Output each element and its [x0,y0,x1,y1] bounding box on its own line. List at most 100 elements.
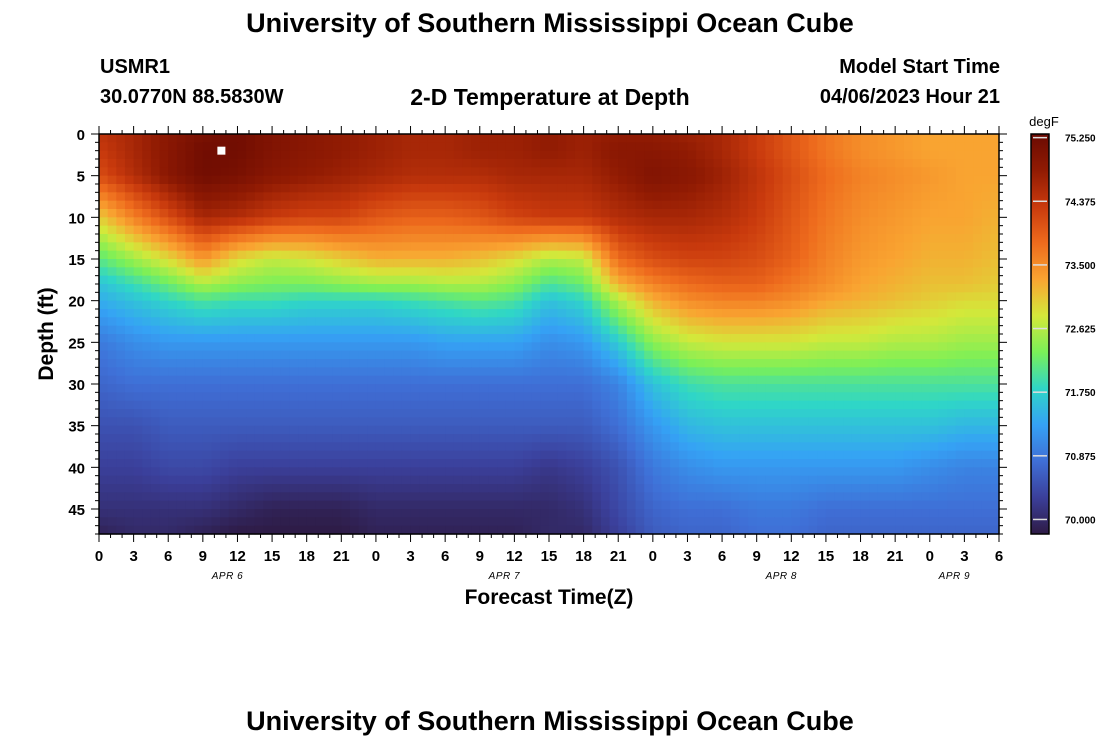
heatmap-cell [791,384,801,393]
heatmap-cell [600,442,611,452]
heatmap-cell [592,325,602,335]
heatmap-cell [349,134,360,143]
heatmap-cell [306,309,316,318]
heatmap-cell [445,225,455,235]
heatmap-cell [799,275,810,285]
heatmap-cell [947,250,957,260]
heatmap-cell [116,217,126,227]
heatmap-cell [349,392,360,402]
heatmap-cell [462,259,472,268]
heatmap-cell [912,284,922,293]
heatmap-cell [618,192,628,202]
heatmap-cell [583,242,593,252]
heatmap-cell [237,400,247,410]
heatmap-cell [168,375,178,385]
heatmap-cell [791,450,801,460]
heatmap-cell [462,525,472,535]
heatmap-cell [722,409,732,418]
heatmap-cell [228,500,239,510]
heatmap-cell [791,175,801,185]
heatmap-cell [592,467,602,477]
heatmap-cell [116,267,126,277]
heatmap-cell [280,375,290,385]
heatmap-cell [877,425,888,435]
heatmap-cell [185,292,195,302]
heatmap-cell [367,200,377,210]
heatmap-cell [176,409,187,418]
heatmap-cell [358,359,368,368]
heatmap-cell [220,475,230,485]
heatmap-cell [825,175,836,185]
heatmap-cell [609,417,619,427]
heatmap-cell [869,450,879,460]
heatmap-cell [315,375,325,385]
heatmap-cell [886,267,896,277]
heatmap-cell [929,275,940,285]
heatmap-cell [990,459,1000,468]
heatmap-cell [851,484,862,493]
heatmap-cell [436,334,446,343]
heatmap-cell [574,509,585,518]
heatmap-cell [921,425,931,435]
heatmap-cell [194,359,204,368]
heatmap-cell [687,250,697,260]
heatmap-cell [869,367,879,377]
heatmap-cell [237,434,247,443]
heatmap-cell [791,192,801,202]
heatmap-cell [375,467,386,477]
heatmap-cell [730,134,740,143]
heatmap-cell [497,492,507,502]
heatmap-cell [419,259,429,268]
heatmap-cell [782,484,792,493]
heatmap-cell [730,492,740,502]
heatmap-cell [514,325,524,335]
heatmap-cell [670,142,680,152]
heatmap-cell [687,492,697,502]
heatmap-cell [825,367,836,377]
heatmap-cell [263,384,273,393]
heatmap-cell [592,184,602,193]
heatmap-cell [228,267,239,277]
heatmap-cell [557,259,567,268]
heatmap-cell [142,150,152,160]
heatmap-cell [341,492,351,502]
heatmap-cell [272,250,282,260]
heatmap-cell [410,517,420,527]
heatmap-cell [964,417,974,427]
heatmap-cell [938,425,948,435]
heatmap-cell [367,350,377,360]
heatmap-cell [739,434,749,443]
heatmap-cell [765,434,775,443]
heatmap-cell [808,184,818,193]
heatmap-cell [419,475,429,485]
heatmap-cell [947,475,957,485]
heatmap-cell [237,275,247,285]
heatmap-cell [549,434,559,443]
heatmap-cell [367,225,377,235]
heatmap-cell [341,167,351,177]
heatmap-cell [678,400,689,410]
heatmap-cell [194,334,204,343]
heatmap-cell [973,500,983,510]
heatmap-cell [722,492,732,502]
heatmap-cell [116,384,126,393]
heatmap-cell [202,500,213,510]
heatmap-cell [237,392,247,402]
heatmap-cell [626,350,637,360]
heatmap-cell [877,434,888,443]
heatmap-cell [661,225,671,235]
heatmap-cell [194,234,204,243]
heatmap-cell [799,142,810,152]
heatmap-cell [419,200,429,210]
heatmap-cell [886,134,896,143]
heatmap-cell [964,392,974,402]
heatmap-cell [315,475,325,485]
heatmap-cell [765,192,775,202]
heatmap-cell [367,175,377,185]
heatmap-cell [523,342,533,352]
heatmap-cell [635,150,645,160]
heatmap-cell [324,325,334,335]
heatmap-cell [964,425,974,435]
heatmap-cell [133,309,143,318]
heatmap-cell [298,500,308,510]
